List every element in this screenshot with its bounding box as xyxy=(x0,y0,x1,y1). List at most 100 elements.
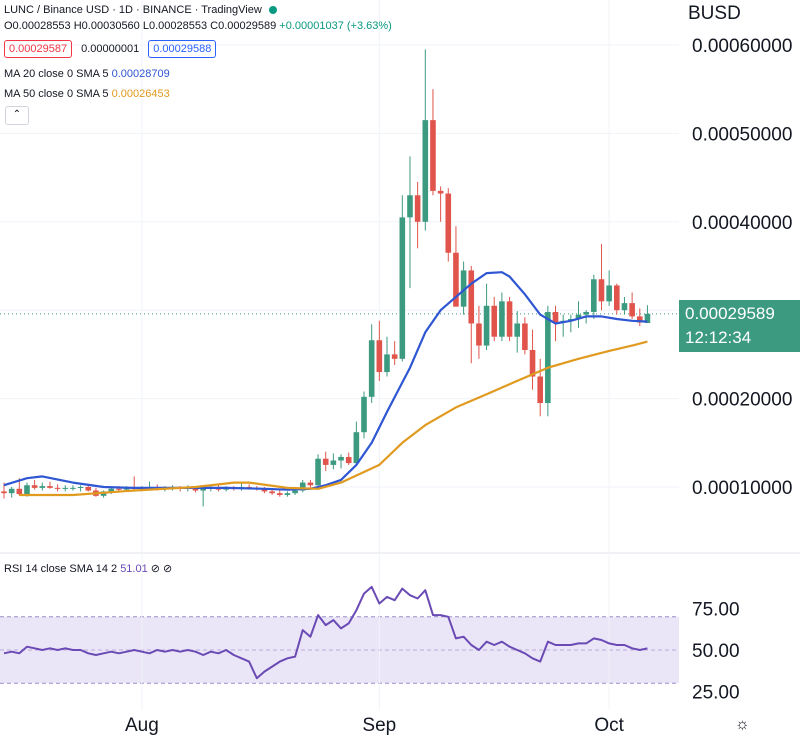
candle-body[interactable] xyxy=(422,120,429,222)
candle-body[interactable] xyxy=(384,354,390,373)
time-axis-label: Sep xyxy=(362,715,396,736)
candle-body[interactable] xyxy=(506,301,513,337)
candle-body[interactable] xyxy=(399,217,406,359)
candle-body[interactable] xyxy=(606,285,612,302)
rsi-axis-label: 25.00 xyxy=(692,683,740,704)
candle-body[interactable] xyxy=(345,456,352,464)
candle-body[interactable] xyxy=(575,314,582,320)
candle-body[interactable] xyxy=(276,493,283,495)
candle-body[interactable] xyxy=(391,354,398,359)
rsi-legend[interactable]: RSI 14 close SMA 14 2 51.01 ⊘ ⊘ xyxy=(4,562,172,575)
candle-body[interactable] xyxy=(39,486,46,488)
rsi-hidden-icon[interactable]: ⊘ ⊘ xyxy=(150,563,173,575)
candle-body[interactable] xyxy=(522,323,528,350)
candle-body[interactable] xyxy=(200,488,206,491)
candle-body[interactable] xyxy=(70,487,76,489)
candle-body[interactable] xyxy=(583,311,589,315)
candle-body[interactable] xyxy=(430,120,436,191)
ohlc-low: L0.00028553 xyxy=(142,20,208,32)
candle-body[interactable] xyxy=(62,487,69,489)
candle-body[interactable] xyxy=(361,396,367,433)
bar-countdown: 12:12:34 xyxy=(685,328,752,347)
candle-body[interactable] xyxy=(269,491,275,494)
candle-body[interactable] xyxy=(460,270,467,307)
candle-body[interactable] xyxy=(591,279,597,312)
ma20-legend[interactable]: MA 20 close 0 SMA 5 0.00028709 xyxy=(4,68,170,81)
candle-body[interactable] xyxy=(16,488,23,495)
sell-price-button[interactable]: 0.00029587 xyxy=(4,40,73,58)
settings-gear-icon[interactable]: ☼ xyxy=(735,716,750,733)
candle-body[interactable] xyxy=(614,285,620,311)
candle-body[interactable] xyxy=(31,485,38,488)
last-price-tag: 0.00029589 12:12:34 xyxy=(679,300,800,352)
candle-body[interactable] xyxy=(537,376,543,404)
candle-body[interactable] xyxy=(529,349,536,377)
candle-body[interactable] xyxy=(47,486,53,488)
price-axis-label: 0.00050000 xyxy=(692,124,792,145)
last-price-value: 0.00029589 xyxy=(685,304,775,323)
candle-body[interactable] xyxy=(629,303,635,317)
candle-body[interactable] xyxy=(453,252,459,307)
candle-body[interactable] xyxy=(514,323,521,337)
candle-body[interactable] xyxy=(445,193,452,253)
candle-body[interactable] xyxy=(338,456,344,461)
candle-body[interactable] xyxy=(437,190,444,194)
candle-body[interactable] xyxy=(491,305,498,337)
candle-body[interactable] xyxy=(116,488,122,490)
candle-body[interactable] xyxy=(284,493,291,495)
candle-body[interactable] xyxy=(307,482,314,486)
candle-body[interactable] xyxy=(407,195,413,218)
buy-price-button[interactable]: 0.00029588 xyxy=(148,40,217,58)
ohlc-close: C0.00029589 xyxy=(210,20,277,32)
candle-body[interactable] xyxy=(368,340,375,397)
candle-body[interactable] xyxy=(483,305,490,346)
candle-body[interactable] xyxy=(192,487,199,491)
symbol-title-text: LUNC / Binance USD · 1D · BINANCE · Trad… xyxy=(4,4,262,16)
ma50-label: MA 50 close 0 SMA 5 xyxy=(4,88,109,100)
candle-body[interactable] xyxy=(468,270,475,324)
rsi-value: 51.01 xyxy=(120,563,148,575)
price-axis-label: 0.00020000 xyxy=(692,390,792,411)
time-axis-label: Aug xyxy=(125,715,159,736)
ohlc-readout: O0.00028553 H0.00030560 L0.00028553 C0.0… xyxy=(4,20,392,33)
ma20-value: 0.00028709 xyxy=(111,68,170,80)
rsi-line[interactable] xyxy=(3,585,648,680)
rsi-axis-label: 50.00 xyxy=(692,641,740,662)
candle-body[interactable] xyxy=(292,490,298,494)
candle-body[interactable] xyxy=(545,311,551,404)
time-axis-label: Oct xyxy=(594,715,624,736)
candle-body[interactable] xyxy=(552,311,559,323)
candle-body[interactable] xyxy=(1,491,7,494)
ma50-line[interactable] xyxy=(19,340,648,497)
spread-value: 0.00000001 xyxy=(81,43,140,55)
collapse-legend-button[interactable]: ⌃ xyxy=(5,106,29,125)
candle-body[interactable] xyxy=(621,303,628,311)
candle-body[interactable] xyxy=(330,460,337,465)
candle-body[interactable] xyxy=(315,458,321,486)
ma20-label: MA 20 close 0 SMA 5 xyxy=(4,68,109,80)
ohlc-high: H0.00030560 xyxy=(73,20,140,32)
candle-body[interactable] xyxy=(85,487,92,491)
candle-body[interactable] xyxy=(299,482,306,491)
candle-body[interactable] xyxy=(322,458,329,465)
candle-body[interactable] xyxy=(414,195,421,222)
candle-body[interactable] xyxy=(24,485,30,495)
candle-body[interactable] xyxy=(261,488,268,492)
candle-body[interactable] xyxy=(77,487,84,488)
candle-body[interactable] xyxy=(499,301,505,337)
candle-body[interactable] xyxy=(476,323,482,346)
candle-body[interactable] xyxy=(353,432,360,464)
price-axis-label: 0.00040000 xyxy=(692,213,792,234)
candle-body[interactable] xyxy=(598,279,605,302)
candle-body[interactable] xyxy=(54,487,61,489)
ma20-line[interactable] xyxy=(3,271,648,491)
trade-buttons: 0.00029587 0.00000001 0.00029588 xyxy=(4,40,217,58)
rsi-label: RSI 14 close SMA 14 2 xyxy=(4,563,118,575)
candle-body[interactable] xyxy=(108,488,115,492)
candle-body[interactable] xyxy=(636,316,643,323)
candle-body[interactable] xyxy=(8,488,15,494)
ma50-legend[interactable]: MA 50 close 0 SMA 5 0.00026453 xyxy=(4,88,170,101)
candle-body[interactable] xyxy=(644,313,651,324)
candle-body[interactable] xyxy=(376,340,383,373)
